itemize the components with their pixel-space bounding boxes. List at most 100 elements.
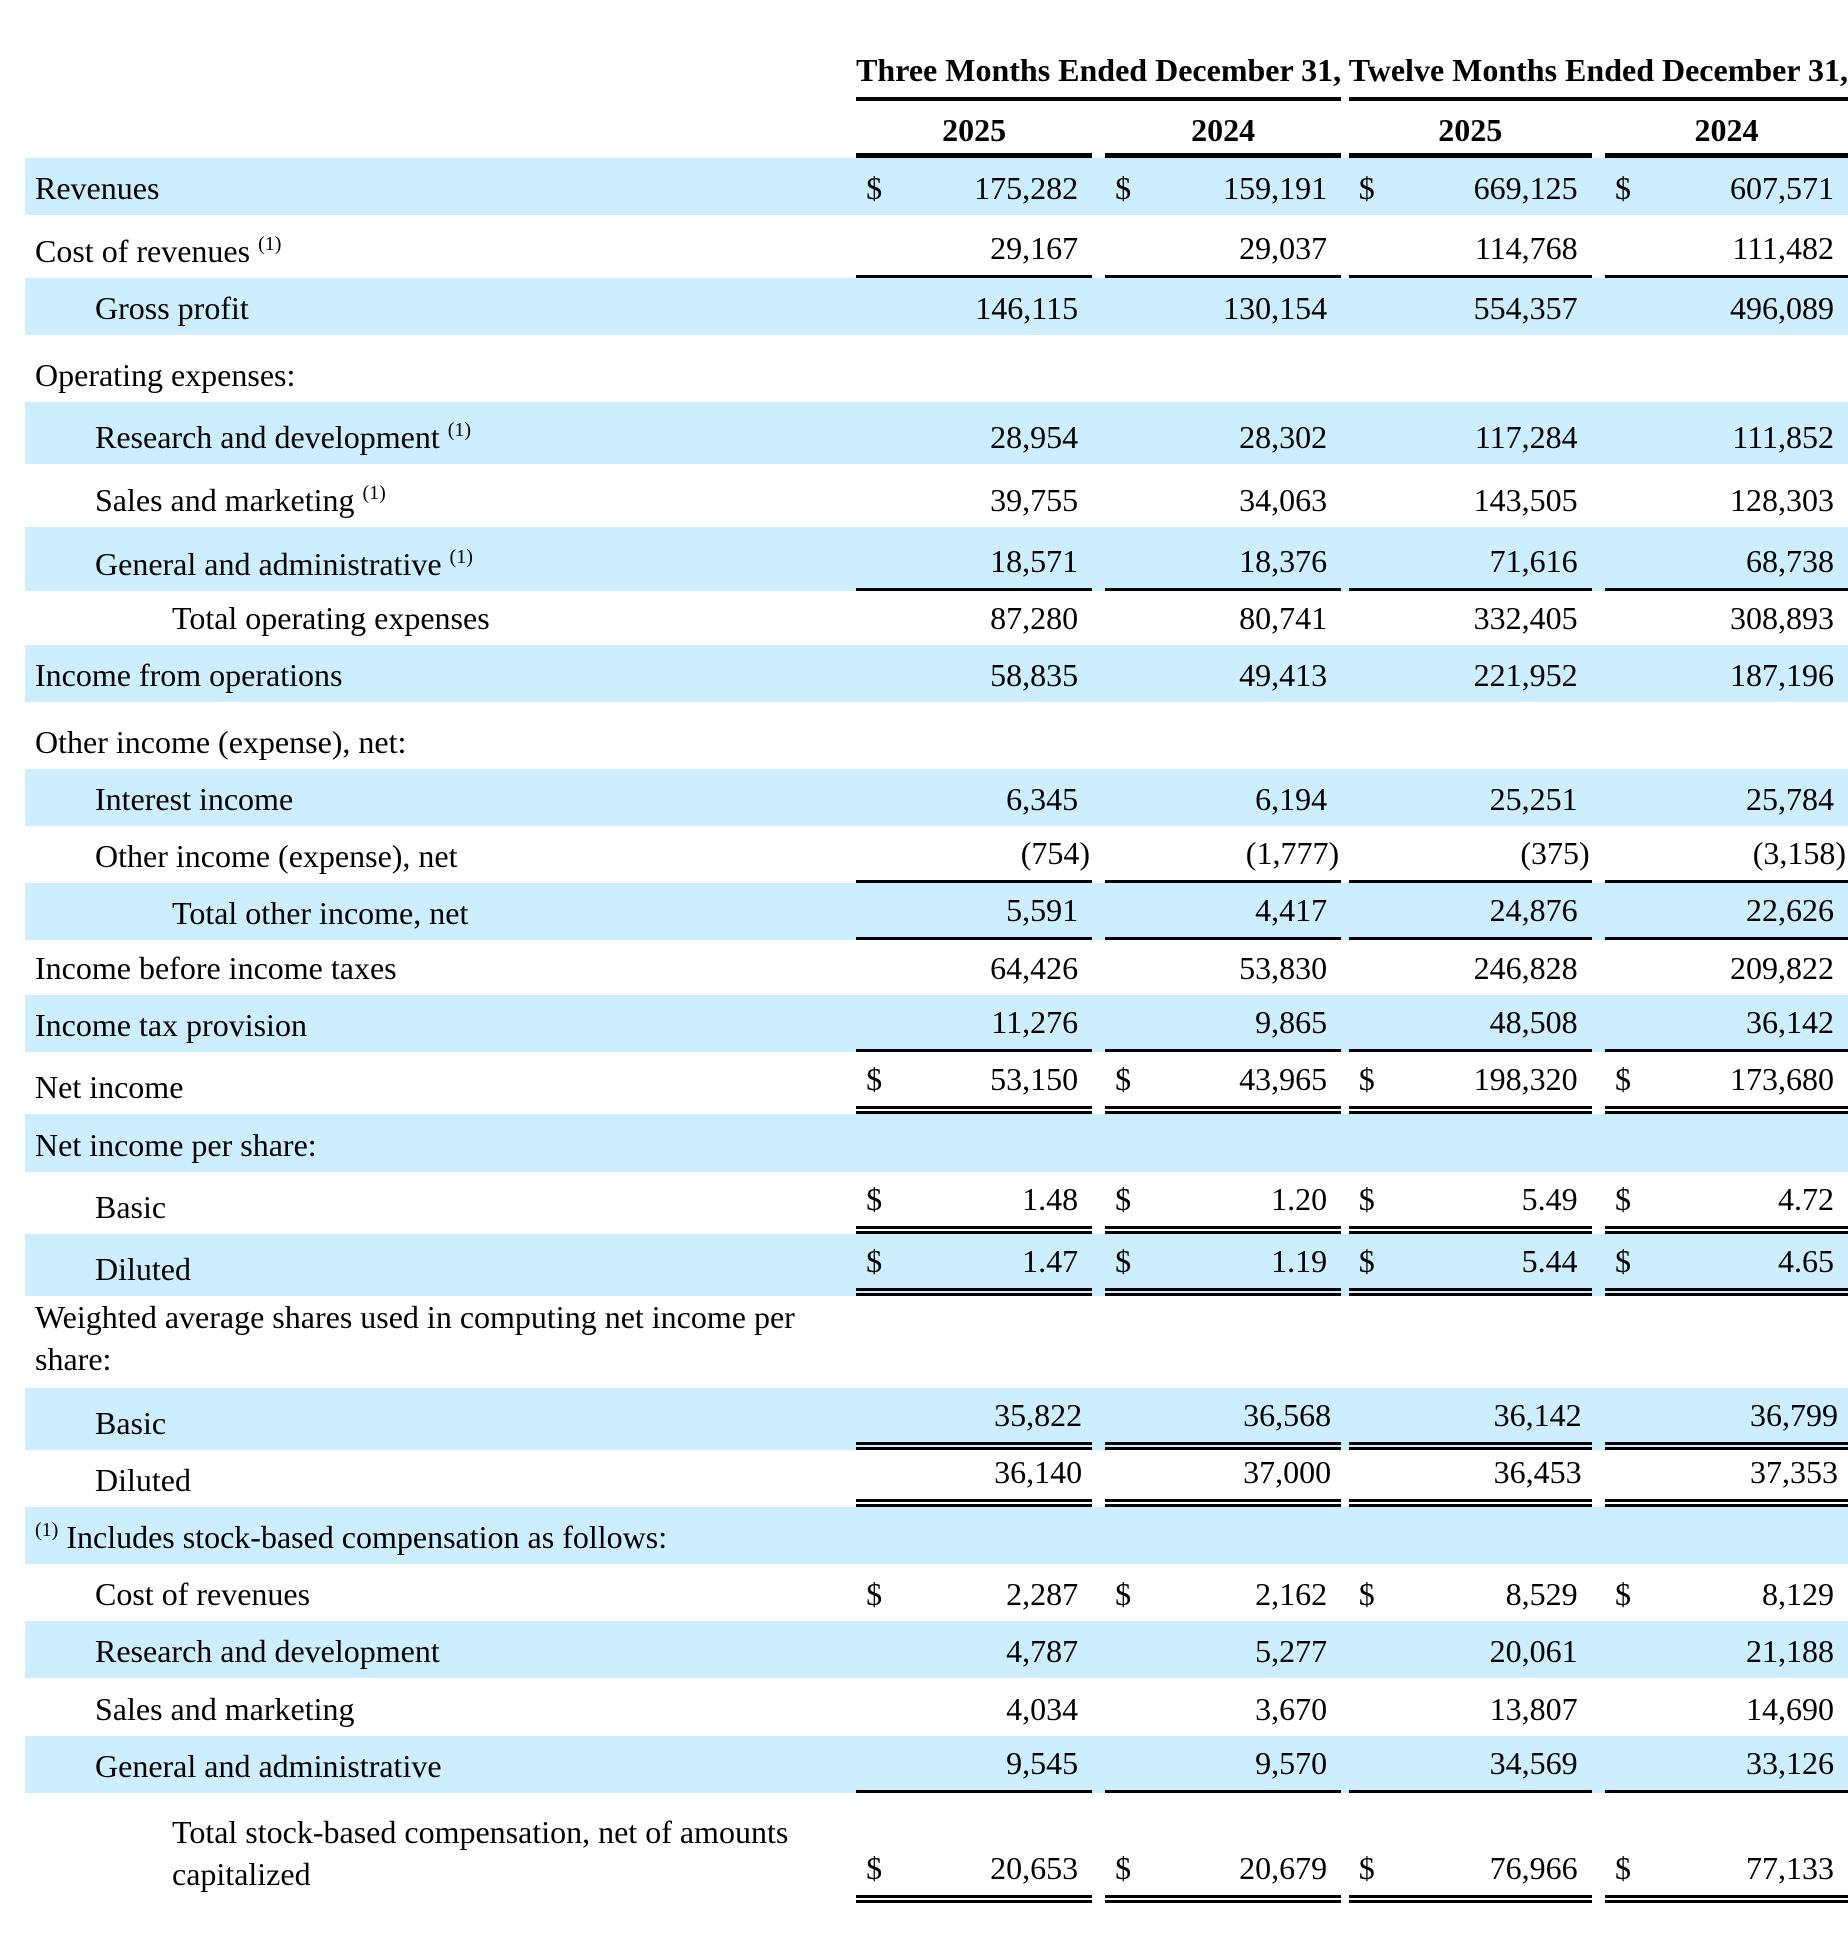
value-cell: (3,158)	[1605, 826, 1848, 883]
value-amount: 20,061	[1489, 1633, 1578, 1669]
table-row: Revenues $175,282 $159,191 $669,125 $607,571	[25, 158, 1848, 215]
row-label-text: Diluted	[95, 1251, 191, 1287]
value-cell: 29,167	[856, 215, 1093, 278]
row-label: Total stock-based compensation, net of a…	[25, 1793, 856, 1903]
value-cell: $159,191	[1105, 158, 1341, 215]
row-label: Basic	[25, 1388, 856, 1450]
value-cell	[1105, 702, 1341, 769]
row-label: Other income (expense), net:	[25, 702, 856, 769]
currency-symbol: $	[1615, 1850, 1632, 1886]
value-cell: $4.65	[1605, 1234, 1848, 1296]
value-cell: 9,545	[856, 1736, 1093, 1793]
value-cell	[1605, 1296, 1848, 1388]
year-header: 2025	[856, 101, 1093, 158]
value-amount: 36,142	[1746, 1004, 1834, 1040]
value-amount: 25,784	[1746, 781, 1834, 817]
value-amount: 9,570	[1255, 1745, 1328, 1781]
value-cell: 496,089	[1605, 278, 1848, 335]
row-label-text: Cost of revenues	[35, 233, 251, 269]
currency-symbol: $	[1358, 1850, 1375, 1886]
value-amount: 64,426	[990, 950, 1079, 986]
table-row: Other income (expense), net (754) (1,777) (…	[25, 826, 1848, 883]
row-label-text: Research and development	[95, 1633, 440, 1669]
row-label: Total operating expenses	[25, 591, 856, 645]
row-label: Cost of revenues	[25, 1564, 856, 1621]
currency-symbol: $	[866, 1243, 883, 1279]
value-cell: (375)	[1348, 826, 1592, 883]
row-label-text: Other income (expense), net	[95, 838, 458, 874]
row-label: Basic	[25, 1172, 856, 1234]
table-row: Basic $1.48 $1.20 $5.49 $4.72	[25, 1172, 1848, 1234]
value-cell: 37,353	[1605, 1450, 1848, 1507]
value-amount: 71,616	[1489, 543, 1578, 579]
value-cell: $8,129	[1605, 1564, 1848, 1621]
value-amount: 36,568	[1243, 1397, 1332, 1433]
row-label-text: Total operating expenses	[172, 600, 490, 636]
value-cell	[1349, 335, 1592, 402]
row-label-text: Basic	[95, 1189, 167, 1225]
value-amount: 128,303	[1730, 482, 1834, 518]
table-row: Total other income, net 5,591 4,417 24,876 2…	[25, 883, 1848, 940]
value-amount: 77,133	[1746, 1850, 1834, 1886]
value-cell	[856, 702, 1092, 769]
value-amount: 25,251	[1489, 781, 1578, 817]
value-amount: (1,777)	[1245, 835, 1340, 871]
value-amount: 209,822	[1730, 950, 1834, 986]
row-label-text: Weighted average shares used in computin…	[35, 1299, 795, 1377]
table-row: Interest income 6,345 6,194 25,251 25,784	[25, 769, 1848, 826]
value-cell: 20,061	[1349, 1621, 1592, 1678]
row-label: Diluted	[25, 1234, 856, 1296]
row-label-text: Income from operations	[35, 657, 343, 693]
value-amount: 18,376	[1239, 543, 1328, 579]
currency-symbol: $	[866, 1061, 883, 1097]
value-amount: 29,037	[1239, 230, 1328, 266]
row-label-text: Operating expenses:	[35, 357, 296, 393]
value-amount: 187,196	[1730, 657, 1834, 693]
value-cell: 36,453	[1348, 1450, 1592, 1507]
table-row: Operating expenses:	[25, 335, 1848, 402]
value-amount: 6,345	[1006, 781, 1079, 817]
table-row: Income tax provision 11,276 9,865 48,508 36,…	[25, 995, 1848, 1052]
currency-symbol: $	[1115, 1243, 1132, 1279]
row-label: Revenues	[25, 158, 856, 215]
value-amount: 159,191	[1223, 170, 1328, 206]
value-cell: 35,822	[856, 1388, 1093, 1450]
table-row: Diluted 36,140 37,000 36,453 37,353	[25, 1450, 1848, 1507]
row-label-text: Gross profit	[95, 290, 249, 326]
value-cell: $5.49	[1348, 1172, 1592, 1234]
value-amount: 4,034	[1006, 1691, 1079, 1727]
value-cell	[1349, 1296, 1592, 1388]
value-amount: (3,158)	[1752, 835, 1846, 871]
row-label: Income before income taxes	[25, 940, 856, 995]
value-amount: 24,876	[1489, 892, 1578, 928]
value-amount: 21,188	[1746, 1633, 1834, 1669]
value-amount: 80,741	[1239, 600, 1328, 636]
table-row: General and administrative (1) 18,571 18,3…	[25, 527, 1848, 591]
value-cell: $2,162	[1105, 1564, 1341, 1621]
value-amount: 8,129	[1762, 1576, 1834, 1612]
row-label: Net income per share:	[25, 1114, 856, 1172]
value-cell: 87,280	[856, 591, 1092, 645]
currency-symbol: $	[1615, 1181, 1632, 1217]
row-label-text: Income before income taxes	[35, 950, 397, 986]
table-row: Gross profit 146,115 130,154 554,357 496,089	[25, 278, 1848, 335]
footnote-marker: (1)	[258, 233, 282, 255]
value-amount: 5.44	[1521, 1243, 1578, 1279]
value-cell: 64,426	[856, 940, 1092, 995]
value-cell: 34,569	[1348, 1736, 1592, 1793]
value-cell: 5,591	[856, 883, 1093, 940]
row-label: Total other income, net	[25, 883, 856, 940]
value-cell	[856, 1114, 1092, 1172]
value-cell: 246,828	[1349, 940, 1592, 995]
value-cell: 9,865	[1105, 995, 1342, 1052]
value-cell: 25,251	[1349, 769, 1592, 826]
table-row: Net income $53,150 $43,965 $198,320 $173,680	[25, 1052, 1848, 1114]
value-cell: 146,115	[856, 278, 1092, 335]
currency-symbol: $	[1115, 1181, 1132, 1217]
value-cell: 187,196	[1605, 645, 1848, 702]
currency-symbol: $	[866, 1576, 883, 1612]
row-label-text: Total stock-based compensation, net of a…	[172, 1814, 789, 1892]
value-amount: 198,320	[1473, 1061, 1578, 1097]
value-cell: 24,876	[1348, 883, 1592, 940]
value-amount: 1.20	[1271, 1181, 1328, 1217]
